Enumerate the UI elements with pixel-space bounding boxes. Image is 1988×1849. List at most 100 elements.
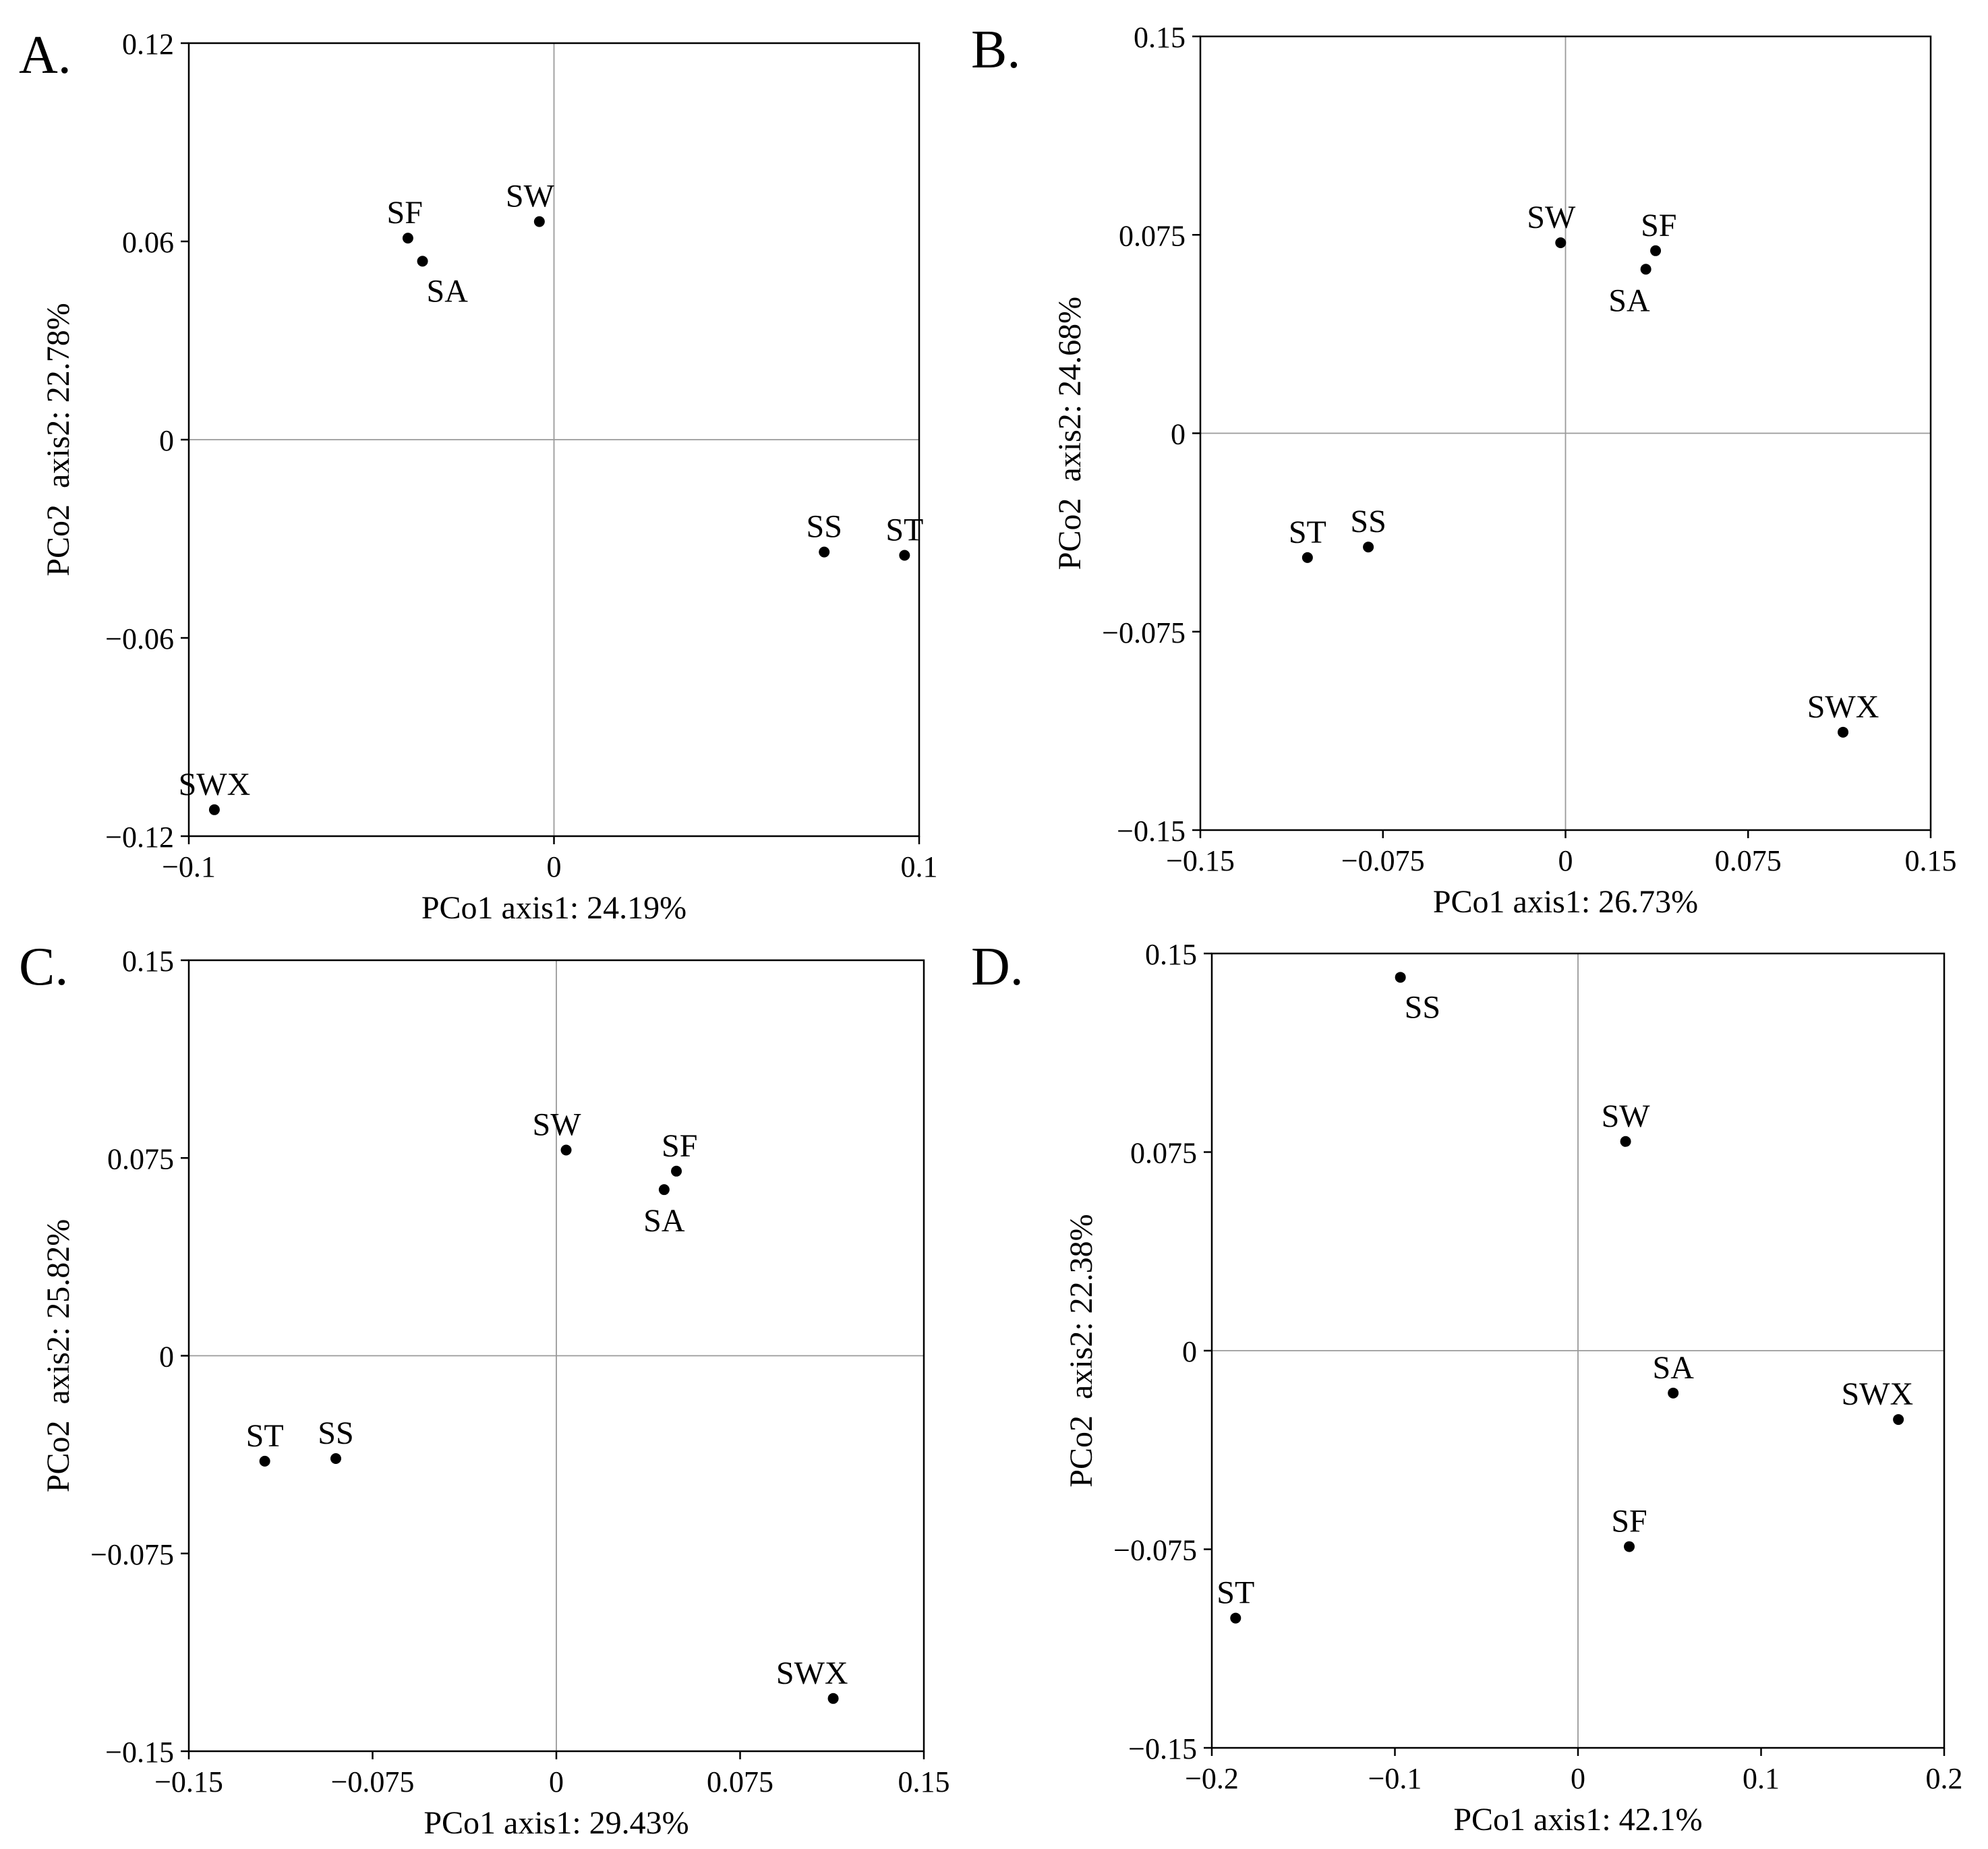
data-point-sw [533, 216, 545, 227]
data-point-sw [1555, 237, 1567, 249]
data-point-st [1302, 552, 1313, 563]
data-point-sw [560, 1144, 572, 1156]
x-tick-label: 0.1 [1743, 1762, 1780, 1795]
y-axis-title: PCo2 axis2: 25.82% [40, 1219, 76, 1492]
data-point-ss [1395, 972, 1406, 983]
data-point-ss [819, 546, 830, 558]
y-axis-title: PCo2 axis2: 24.68% [1052, 297, 1088, 570]
pcoa-panel-a: −0.1 0 0.1 −0.12 −0.06 0 0.06 0.12 PCo1 axis1: 2… [19, 26, 938, 926]
data-point-sf [402, 233, 413, 244]
data-point-sa [1640, 264, 1651, 275]
y-tick-label: −0.15 [1128, 1732, 1197, 1765]
point-label-sa: SA [643, 1203, 685, 1239]
x-tick-label: −0.1 [162, 850, 216, 883]
y-tick-label: −0.15 [1117, 815, 1186, 848]
data-point-ss [1363, 541, 1374, 553]
panel-letter: D. [971, 937, 1024, 997]
y-tick-label: −0.15 [105, 1736, 174, 1769]
x-tick-label: 0.075 [1715, 844, 1782, 877]
y-tick-label: 0 [159, 1341, 174, 1374]
point-label-sf: SF [1611, 1504, 1647, 1539]
x-tick-label: −0.075 [1341, 844, 1425, 877]
point-label-ss: SS [807, 509, 842, 545]
data-point-sw [1620, 1136, 1631, 1147]
y-tick-label: −0.075 [1102, 616, 1186, 649]
point-label-sw: SW [1602, 1098, 1651, 1134]
x-tick-label: −0.1 [1368, 1762, 1422, 1795]
x-tick-label: 0.2 [1926, 1762, 1963, 1795]
x-axis-title: PCo1 axis1: 24.19% [421, 890, 686, 926]
x-tick-label: −0.15 [1166, 844, 1235, 877]
x-tick-label: 0 [1558, 844, 1573, 877]
panel-letter: B. [971, 20, 1020, 80]
x-tick-label: 0.15 [1905, 844, 1957, 877]
data-point-swx [208, 804, 220, 815]
x-tick-label: 0 [549, 1765, 564, 1798]
point-label-ss: SS [1405, 989, 1440, 1025]
pcoa-panel-b: −0.15 −0.075 0 0.075 0.15 −0.15 −0.075 0 0.075 0.… [971, 20, 1957, 920]
point-label-sw: SW [506, 179, 555, 214]
y-tick-label: 0.12 [122, 28, 174, 61]
x-tick-label: −0.15 [154, 1765, 223, 1798]
panel-letter: A. [19, 26, 71, 85]
y-tick-label: 0.06 [122, 226, 174, 259]
point-label-swx: SWX [179, 767, 251, 802]
point-label-sw: SW [533, 1107, 582, 1143]
x-axis-title: PCo1 axis1: 29.43% [423, 1805, 689, 1841]
y-axis-title: PCo2 axis2: 22.78% [40, 303, 76, 576]
data-point-st [899, 550, 910, 561]
x-tick-label: −0.2 [1185, 1762, 1239, 1795]
x-tick-label: 0 [1571, 1762, 1585, 1795]
y-tick-label: 0 [1171, 418, 1186, 451]
y-tick-label: −0.075 [90, 1538, 174, 1571]
data-point-sf [1624, 1541, 1635, 1552]
point-label-ss: SS [318, 1415, 353, 1451]
y-tick-label: 0.15 [1145, 938, 1197, 971]
data-point-sa [417, 256, 428, 267]
data-point-swx [827, 1693, 839, 1704]
y-tick-label: 0.15 [1134, 21, 1186, 54]
x-axis-title: PCo1 axis1: 26.73% [1433, 884, 1698, 920]
panel-letter: C. [19, 937, 68, 997]
point-label-sa: SA [1608, 283, 1650, 318]
point-label-st: ST [1289, 515, 1326, 550]
y-tick-label: −0.075 [1113, 1534, 1197, 1567]
y-axis-title: PCo2 axis2: 22.38% [1063, 1214, 1099, 1487]
pcoa-panel-d: −0.2 −0.1 0 0.1 0.2 −0.15 −0.075 0 0.075 0.15 PCo1… [971, 937, 1963, 1838]
x-axis-title: PCo1 axis1: 42.1% [1453, 1802, 1702, 1838]
point-label-st: ST [246, 1418, 284, 1454]
point-label-swx: SWX [1841, 1376, 1913, 1412]
data-point-st [1230, 1612, 1241, 1624]
y-tick-label: 0.075 [1130, 1137, 1197, 1170]
point-label-sf: SF [1641, 208, 1676, 243]
y-tick-label: −0.12 [105, 821, 174, 854]
point-label-ss: SS [1350, 504, 1386, 539]
y-tick-label: 0 [1182, 1335, 1197, 1368]
data-point-sa [1668, 1387, 1679, 1399]
y-tick-label: 0.15 [122, 945, 174, 978]
point-label-sw: SW [1527, 200, 1576, 235]
data-point-sf [1650, 245, 1662, 256]
y-tick-label: −0.06 [105, 622, 174, 655]
x-tick-label: 0.1 [901, 850, 938, 883]
data-point-st [259, 1455, 270, 1467]
point-label-sf: SF [387, 195, 423, 231]
point-label-sa: SA [1653, 1350, 1695, 1386]
data-point-sf [671, 1165, 682, 1177]
x-tick-label: 0.075 [707, 1765, 773, 1798]
point-label-st: ST [1217, 1575, 1254, 1611]
point-label-swx: SWX [776, 1655, 848, 1691]
x-tick-label: 0 [547, 850, 562, 883]
data-point-ss [330, 1452, 341, 1464]
y-tick-label: 0 [159, 424, 174, 457]
point-label-sf: SF [662, 1128, 697, 1164]
data-point-swx [1838, 726, 1849, 738]
x-tick-label: 0.15 [898, 1765, 950, 1798]
point-label-st: ST [885, 512, 923, 548]
point-label-swx: SWX [1807, 689, 1879, 725]
x-tick-label: −0.075 [331, 1765, 415, 1798]
data-point-swx [1893, 1414, 1904, 1426]
point-label-sa: SA [427, 273, 469, 309]
y-tick-label: 0.075 [1119, 219, 1186, 252]
